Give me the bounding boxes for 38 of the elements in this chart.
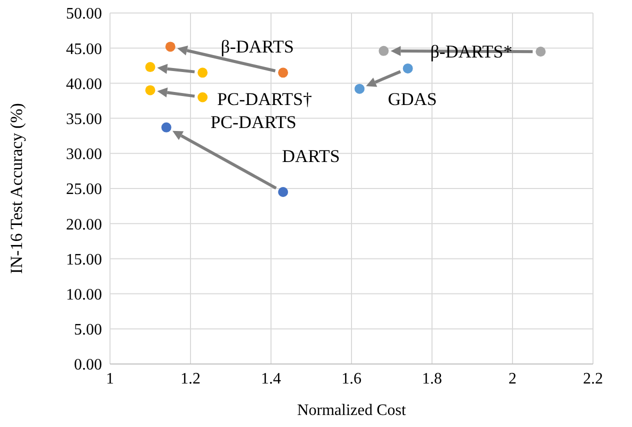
annotation: PC-DARTS† bbox=[217, 88, 312, 109]
annotation: GDAS bbox=[388, 88, 437, 109]
point bbox=[198, 92, 208, 102]
annotation: PC-DARTS bbox=[210, 112, 296, 132]
y-tick-label: 40.00 bbox=[66, 76, 102, 93]
annotation: DARTS bbox=[282, 146, 340, 166]
point bbox=[278, 68, 288, 78]
x-tick-label: 1.4 bbox=[261, 370, 281, 388]
y-tick-label: 15.00 bbox=[66, 251, 102, 268]
point bbox=[536, 46, 546, 57]
point bbox=[161, 122, 172, 132]
x-tick-label: 2.2 bbox=[583, 370, 603, 388]
y-tick-label: 45.00 bbox=[66, 40, 102, 58]
point bbox=[378, 46, 389, 56]
x-axis-title: Normalized Cost bbox=[297, 402, 406, 419]
y-tick-label: 35.00 bbox=[66, 110, 102, 128]
y-tick-label: 30.00 bbox=[66, 146, 102, 164]
point bbox=[145, 62, 156, 72]
y-tick-label: 25.00 bbox=[66, 181, 102, 198]
point bbox=[165, 42, 176, 52]
y-tick-label: 20.00 bbox=[66, 216, 102, 234]
point bbox=[278, 187, 288, 198]
y-tick-label: 0.00 bbox=[74, 356, 102, 374]
x-tick-label: 2 bbox=[508, 370, 516, 388]
y-tick-label: 5.00 bbox=[74, 322, 102, 339]
x-tick-label: 1.6 bbox=[342, 370, 362, 388]
annotation: β-DARTS bbox=[220, 36, 294, 56]
x-tick-label: 1 bbox=[106, 370, 114, 388]
x-tick-label: 1.2 bbox=[180, 370, 200, 388]
y-tick-label: 50.00 bbox=[66, 6, 102, 23]
annotation: β-DARTS* bbox=[430, 42, 512, 62]
y-axis-title: IN-16 Test Accuracy (%) bbox=[7, 103, 26, 274]
point bbox=[198, 68, 208, 78]
y-tick-label: 10.00 bbox=[66, 286, 102, 304]
point bbox=[145, 85, 156, 96]
point bbox=[354, 84, 365, 94]
x-tick-label: 1.8 bbox=[422, 370, 442, 388]
point bbox=[402, 63, 413, 74]
